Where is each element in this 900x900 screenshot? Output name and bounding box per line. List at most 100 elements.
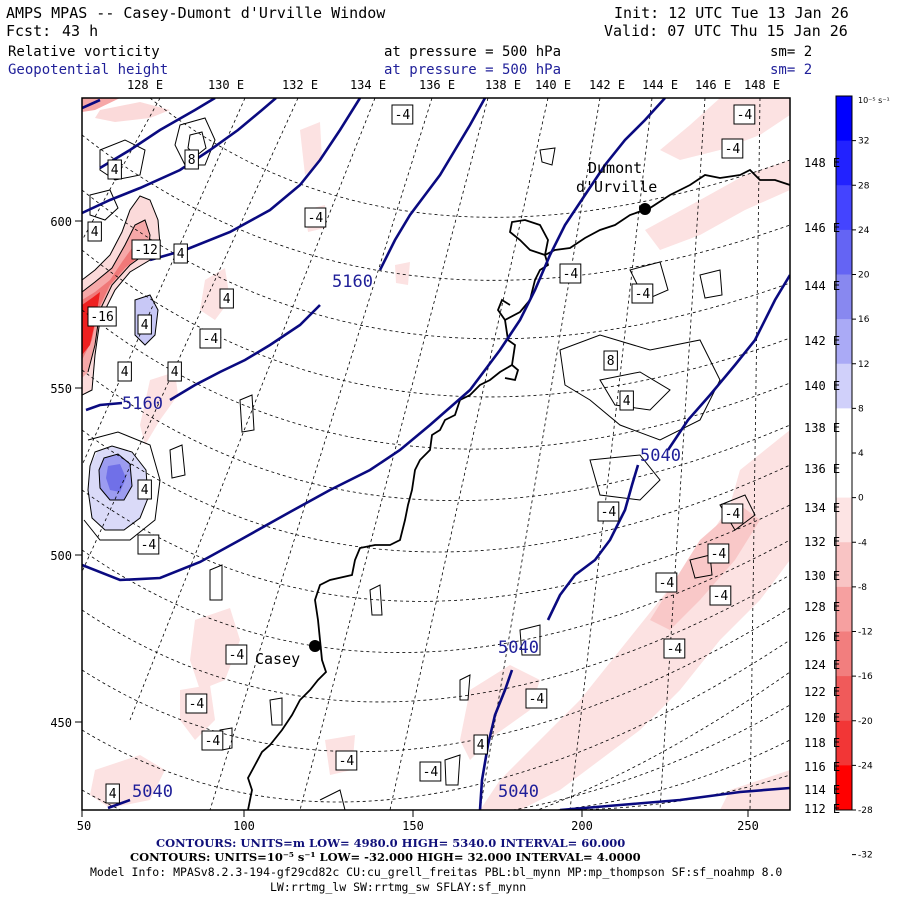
vorticity-contour-label: 4	[623, 394, 631, 409]
vorticity-contour-label: -4	[725, 507, 741, 522]
top-lon-label: 144 E	[642, 78, 678, 92]
contour-label-box	[225, 644, 248, 665]
field2-level: at pressure = 500 hPa	[384, 62, 562, 78]
x-grid-label: 250	[737, 819, 759, 833]
vorticity-contour-label: -4	[205, 734, 221, 749]
colorbar-swatch	[836, 408, 852, 454]
colorbar-swatch	[836, 274, 852, 320]
colorbar-swatch	[836, 363, 852, 409]
vorticity-contour-label: 4	[121, 365, 129, 380]
vorticity-contour-label: -4	[713, 589, 729, 604]
right-lon-label: 126 E	[804, 630, 840, 644]
contour-label-box	[137, 314, 152, 335]
height-contour-label: 5040	[640, 446, 681, 466]
contour-label-box	[107, 159, 122, 180]
height-contour-info: CONTOURS: UNITS=m LOW= 4980.0 HIGH= 5340…	[156, 836, 626, 850]
vorticity-contour-label: 4	[223, 292, 231, 307]
right-lon-label: 142 E	[804, 334, 840, 348]
vorticity-contour-label: -4	[308, 211, 324, 226]
contour-label-box	[709, 585, 732, 606]
colorbar-tick-label: 28	[858, 181, 870, 191]
station-label-dumont: d'Urville	[576, 178, 657, 196]
contour-label-box	[721, 138, 744, 159]
colorbar-unit-label: 10⁻⁵ s⁻¹	[858, 96, 890, 105]
colorbar-tick-label: 24	[858, 226, 870, 236]
contour-label-box	[663, 638, 686, 659]
vorticity-contour-label: 4	[477, 738, 485, 753]
contour-label-box	[137, 479, 152, 500]
colorbar-tick-label: 20	[858, 271, 870, 281]
fcst-label: Fcst:	[6, 22, 52, 40]
vorticity-contour-info: CONTOURS: UNITS=10⁻⁵ s⁻¹ LOW= -32.000 HI…	[130, 850, 641, 864]
colorbar-swatch	[836, 229, 852, 275]
contour-label-box	[199, 328, 222, 349]
colorbar-tick-label: 32	[858, 137, 869, 147]
vorticity-contour-label: -16	[90, 310, 113, 325]
vorticity-contour-label: -4	[711, 547, 727, 562]
right-lon-label: 120 E	[804, 711, 840, 725]
plot-frame	[81, 97, 791, 811]
right-lon-label: 112 E	[804, 802, 840, 816]
right-lon-label: 144 E	[804, 279, 840, 293]
right-lon-label: 146 E	[804, 221, 840, 235]
vorticity-contour-label: 4	[177, 247, 185, 262]
valid-time: Valid: 07 UTC Thu 15 Jan 26	[604, 22, 848, 40]
vorticity-contour-label: -12	[134, 243, 157, 258]
contour-label-box	[117, 361, 132, 382]
contour-label-box	[304, 207, 327, 228]
contour-label-box	[87, 221, 102, 242]
contour-label-box	[87, 306, 117, 327]
vorticity-contour-label: 4	[109, 787, 117, 802]
vorticity-contour-label: -4	[601, 505, 617, 520]
vorticity-contour-label: -4	[189, 697, 205, 712]
y-grid-label: 600	[50, 215, 72, 229]
right-lon-label: 132 E	[804, 535, 840, 549]
contour-label-box	[721, 503, 744, 524]
field2-smoothing: sm= 2	[770, 62, 813, 78]
field1-level: at pressure = 500 hPa	[384, 44, 562, 60]
plot-title: AMPS MPAS -- Casey-Dumont d'Urville Wind…	[6, 4, 386, 22]
init-time: Init: 12 UTC Tue 13 Jan 26	[614, 4, 849, 22]
vorticity-contour-label: -4	[529, 692, 545, 707]
colorbar-tick-label: -4	[858, 538, 867, 548]
contour-label-box	[184, 149, 199, 170]
contour-label-box	[185, 693, 208, 714]
colorbar-swatch	[836, 676, 852, 722]
top-lon-label: 134 E	[350, 78, 386, 92]
vorticity-contour-label: -4	[737, 108, 753, 123]
colorbar-swatch	[836, 319, 852, 365]
top-lon-label: 142 E	[589, 78, 625, 92]
right-lon-label: 148 E	[804, 156, 840, 170]
top-lon-label: 128 E	[127, 78, 163, 92]
right-lon-label: 114 E	[804, 783, 840, 797]
colorbar-swatch	[836, 453, 852, 499]
latlon-grid	[82, 98, 790, 810]
colorbar: 32 28 24 20 16 12 8 4 0 -4 -8 -12 -16 -20 -24 -28 -32 10⁻…	[835, 95, 890, 861]
contour-label-box	[131, 239, 161, 260]
colorbar-swatch	[836, 586, 852, 632]
colorbar-swatch	[836, 96, 852, 142]
vorticity-contour-label: -4	[563, 267, 579, 282]
contour-label-box	[173, 243, 188, 264]
colorbar-tick-label: -32	[858, 851, 873, 861]
station-label-dumont: Dumont	[588, 159, 642, 177]
contour-label-box	[559, 263, 582, 284]
axis-ticks	[75, 220, 749, 817]
contour-label-box	[137, 534, 160, 555]
x-grid-label: 200	[571, 819, 593, 833]
contour-label-box	[707, 543, 730, 564]
vorticity-contour-label: 8	[188, 153, 196, 168]
right-lon-label: 116 E	[804, 760, 840, 774]
vorticity-contour-label: 4	[171, 365, 179, 380]
colorbar-tick-label: 12	[858, 360, 869, 370]
colorbar-tick-label: -8	[858, 583, 867, 593]
colorbar-tick-label: 4	[858, 449, 864, 459]
model-info-2: LW:rrtmg_lw SW:rrtmg_sw SFLAY:sf_mynn	[270, 880, 527, 894]
vorticity-contour-label: -4	[635, 287, 651, 302]
vorticity-contour-label: -4	[725, 142, 741, 157]
contour-label-box	[105, 783, 120, 804]
colorbar-tick-label: -20	[858, 717, 873, 727]
colorbar-swatch	[836, 765, 852, 811]
contour-label-box	[219, 288, 234, 309]
